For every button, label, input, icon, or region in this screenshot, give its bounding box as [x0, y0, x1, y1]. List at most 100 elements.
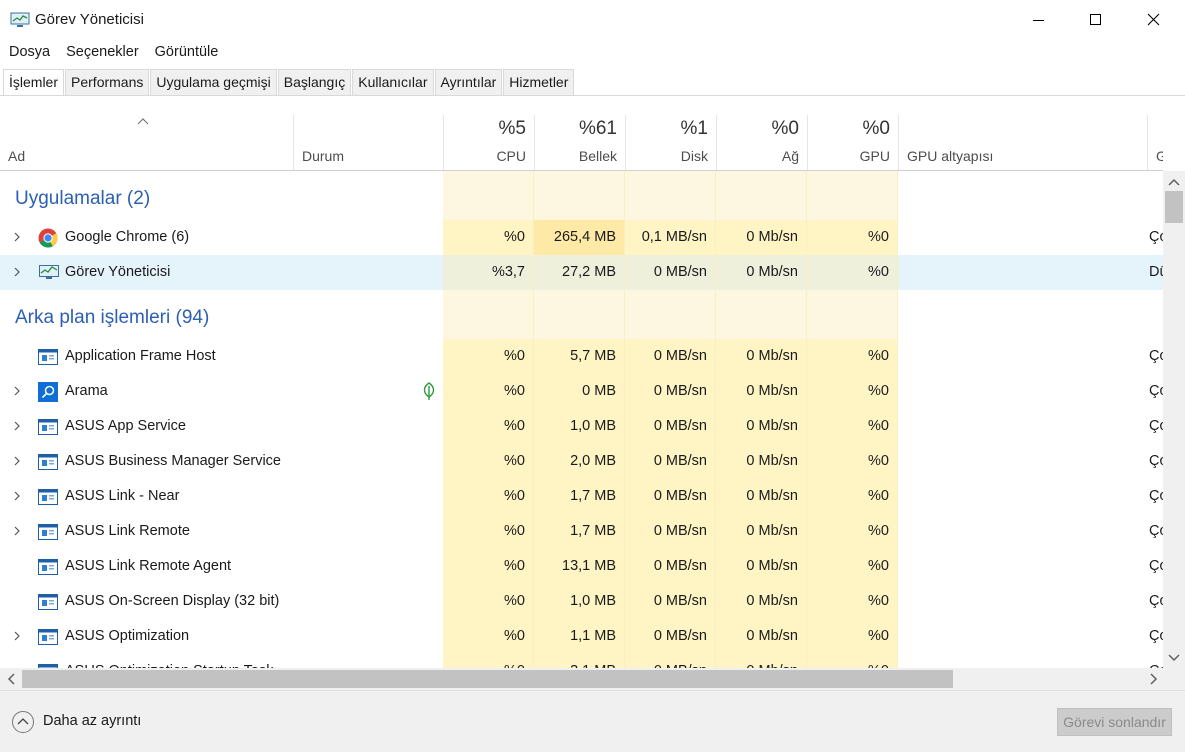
tab[interactable]: Başlangıç	[277, 69, 352, 95]
metric-cell: %0	[443, 514, 534, 549]
metric-value: 0 Mb/sn	[746, 348, 798, 364]
power-usage: Düşük	[1149, 264, 1163, 280]
group-header[interactable]: Uygulamalar (2)	[0, 171, 1163, 220]
scroll-thumb[interactable]	[1165, 191, 1183, 223]
column-label: GPU	[859, 148, 890, 164]
menu-item[interactable]: Dosya	[9, 44, 51, 60]
metric-cell: 0 MB	[534, 374, 625, 409]
power-usage: Çok düşük	[1149, 348, 1163, 364]
maximize[interactable]	[1090, 14, 1101, 25]
end-task-button[interactable]: Görevi sonlandır	[1057, 708, 1172, 736]
metric-value: %0	[868, 488, 889, 504]
process-row[interactable]: ASUS Business Manager Service %0 2,0 MB 0 M…	[0, 444, 1163, 479]
scrollbar-parts	[1165, 178, 1183, 662]
column-heading[interactable]: %5 CPU	[443, 115, 534, 170]
process-row[interactable]: Arama %0 0 MB 0 MB/sn 0 Mb/sn %0 Çok düşük	[0, 374, 1163, 409]
process-row[interactable]: ASUS Optimization Startup Task %0 3,1 MB 0 …	[0, 654, 1163, 668]
cell-bg	[716, 290, 807, 339]
column-heading[interactable]: %0 GPU	[807, 115, 898, 170]
tab[interactable]: Hizmetler	[503, 69, 575, 95]
column-heading[interactable]: %61 Bellek	[534, 115, 625, 170]
scroll-right[interactable]	[1150, 673, 1158, 685]
column-heading[interactable]: %0 Ağ	[716, 115, 807, 170]
metric-cell: 0 Mb/sn	[716, 409, 807, 444]
power-usage: Çok düşük	[1149, 418, 1163, 434]
column-heading[interactable]: Güç kullanımı	[1147, 115, 1163, 170]
menu-item[interactable]: Görüntüle	[154, 44, 219, 60]
expand-arrow[interactable]	[12, 455, 22, 467]
tab[interactable]: İşlemler	[3, 69, 65, 95]
expand-arrow[interactable]	[12, 420, 22, 432]
metric-cell: %0	[807, 514, 898, 549]
metric-cell: %0	[443, 479, 534, 514]
expand-arrow[interactable]	[12, 630, 22, 642]
process-row[interactable]: Görev Yöneticisi %3,7 27,2 MB 0 MB/sn 0 Mb/s…	[0, 255, 1163, 290]
process-row[interactable]: ASUS Optimization %0 1,1 MB 0 MB/sn 0 Mb/sn%…	[0, 619, 1163, 654]
metric-value: %0	[504, 229, 525, 245]
tab[interactable]: Performans	[65, 69, 150, 95]
process-row[interactable]: Application Frame Host %0 5,7 MB 0 MB/sn 0 M…	[0, 339, 1163, 374]
metric-value: %0	[868, 264, 889, 280]
process-name: ASUS Optimization	[65, 628, 190, 644]
process-row[interactable]: ASUS Link Remote Agent %0 13,1 MB 0 MB/sn 0 …	[0, 549, 1163, 584]
collapse-icon[interactable]	[11, 710, 35, 734]
expand-arrow[interactable]	[12, 266, 22, 278]
process-row[interactable]: ASUS Link Remote %0 1,7 MB 0 MB/sn 0 Mb/sn %0…	[0, 514, 1163, 549]
metric-cell: 0 MB/sn	[625, 549, 716, 584]
vertical-scrollbar[interactable]	[1163, 171, 1185, 668]
expand-arrow[interactable]	[12, 385, 22, 397]
metric-cell: 0 Mb/sn	[716, 255, 807, 290]
metric-cell: 0 MB/sn	[625, 255, 716, 290]
scroll-down[interactable]	[1168, 654, 1180, 662]
tab-bar: İşlemler Performans Uygulama geçmişi Başlan…	[3, 69, 575, 95]
group-header[interactable]: Arka plan işlemleri (94)	[0, 290, 1163, 339]
app-icon	[38, 664, 58, 668]
process-name: ASUS On-Screen Display (32 bit)	[65, 593, 280, 609]
metric-value: %0	[868, 628, 889, 644]
process-name: ASUS Link Remote	[65, 523, 190, 539]
process-row[interactable]: ASUS Link - Near %0 1,7 MB 0 MB/sn 0 Mb/sn %0…	[0, 479, 1163, 514]
metric-cell: 27,2 MB	[534, 255, 625, 290]
eco-mode-leaf	[423, 382, 435, 400]
metric-value: 2,0 MB	[570, 453, 616, 469]
app-icon	[38, 489, 58, 505]
window-controls[interactable]	[1020, 0, 1185, 40]
close[interactable]	[1147, 13, 1160, 26]
column-heading[interactable]: Ad	[0, 115, 293, 170]
column-heading[interactable]: GPU altyapısı	[898, 115, 1147, 170]
metric-value: 0 MB/sn	[653, 628, 707, 644]
expand-arrow[interactable]	[12, 490, 22, 502]
metric-value: 1,0 MB	[570, 418, 616, 434]
fewer-details[interactable]: Daha az ayrıntı	[43, 713, 142, 729]
metric-cell: 1,7 MB	[534, 479, 625, 514]
tab[interactable]: Ayrıntılar	[434, 69, 503, 95]
metric-value: 0 Mb/sn	[746, 663, 798, 668]
tab[interactable]: Uygulama geçmişi	[150, 69, 277, 95]
title-bar: Görev Yöneticisi	[0, 0, 1185, 40]
process-row[interactable]: Google Chrome (6) %0 265,4 MB 0,1 MB/sn 0 Mb…	[0, 220, 1163, 255]
cell-bg	[443, 171, 534, 220]
metric-value: %0	[868, 383, 889, 399]
metric-value: 0 Mb/sn	[746, 383, 798, 399]
scroll-up[interactable]	[1168, 178, 1180, 186]
scroll-left[interactable]	[7, 673, 15, 685]
column-heading[interactable]: %1 Disk	[625, 115, 716, 170]
process-row[interactable]: ASUS On-Screen Display (32 bit) %0 1,0 MB 0…	[0, 584, 1163, 619]
menu-item[interactable]: Seçenekler	[66, 44, 139, 60]
metric-value: %0	[504, 523, 525, 539]
process-name: ASUS Optimization Startup Task	[65, 663, 273, 668]
horizontal-scrollbar[interactable]	[0, 668, 1163, 690]
scroll-thumb[interactable]	[22, 670, 953, 688]
metric-cell: 0 MB/sn	[625, 514, 716, 549]
metric-cell: 0 MB/sn	[625, 479, 716, 514]
expand-arrow[interactable]	[12, 525, 22, 537]
metric-value: %0	[868, 523, 889, 539]
column-usage: %1	[680, 118, 708, 139]
process-row[interactable]: ASUS App Service %0 1,0 MB 0 MB/sn 0 Mb/sn %0…	[0, 409, 1163, 444]
metric-value: 1,0 MB	[570, 593, 616, 609]
column-heading[interactable]: Durum	[293, 115, 443, 170]
metric-value: 5,7 MB	[570, 348, 616, 364]
expand-arrow[interactable]	[12, 231, 22, 243]
tab[interactable]: Kullanıcılar	[352, 69, 434, 95]
metric-cell: 0 Mb/sn	[716, 584, 807, 619]
